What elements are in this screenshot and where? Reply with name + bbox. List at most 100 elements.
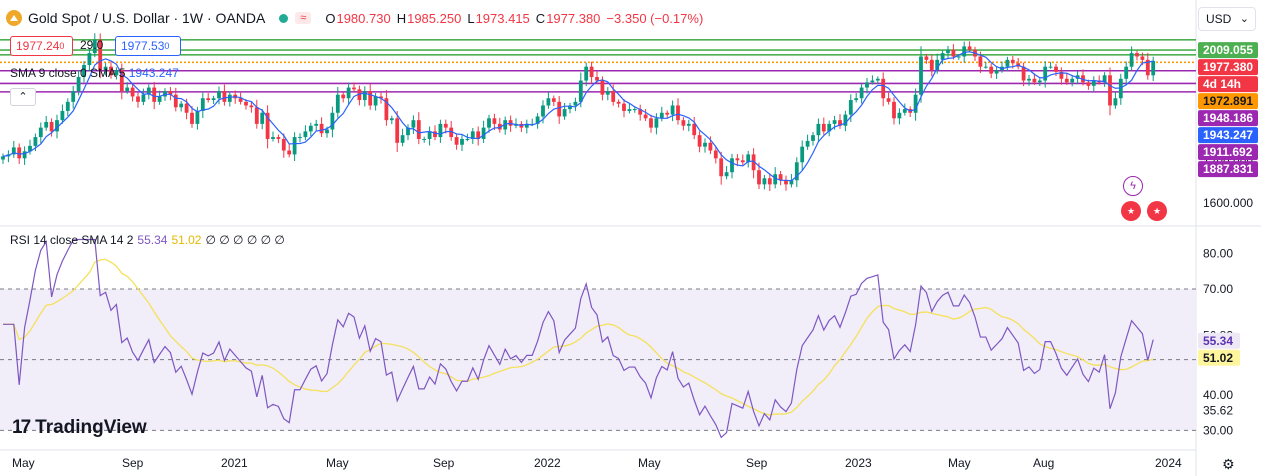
time-tick-label: Sep — [746, 456, 768, 470]
candle-body — [470, 131, 475, 139]
sell-price-button[interactable]: 1977.24 0 — [10, 36, 73, 56]
candle-body — [249, 105, 254, 108]
candle-body — [935, 59, 940, 71]
candle-body — [978, 56, 983, 67]
candle-body — [1054, 66, 1058, 72]
tradingview-logo[interactable]: 17 TradingView — [12, 417, 147, 439]
candle-body — [1010, 59, 1015, 64]
candle-body — [1108, 75, 1112, 106]
candle-body — [55, 120, 59, 132]
candle-body — [1102, 75, 1107, 83]
candle-body — [141, 94, 146, 102]
price-axis-label: 1943.247 — [1203, 128, 1253, 142]
symbol-header: Gold Spot / U.S. Dollar · 1W · OANDA ≈ O… — [6, 8, 709, 28]
candle-body — [389, 118, 394, 121]
candle-body — [465, 138, 470, 140]
candle-body — [827, 123, 832, 132]
high-label: H — [396, 10, 407, 26]
candle-body — [1086, 82, 1091, 86]
rsi-legend-value: 55.34 — [137, 233, 168, 247]
candle-body — [892, 101, 896, 119]
candle-body — [659, 112, 664, 119]
candle-body — [422, 138, 427, 140]
price-axis-label-box — [1198, 42, 1258, 59]
sma-legend[interactable]: SMA 9 close 0 SMA 5 1943.247 — [10, 66, 179, 80]
price-axis-label: 1972.891 — [1203, 94, 1253, 108]
gear-icon[interactable]: ⚙ — [1222, 456, 1235, 472]
candle-body — [886, 98, 891, 102]
candle-body — [800, 146, 805, 163]
symbol-title[interactable]: Gold Spot / U.S. Dollar · 1W · OANDA — [28, 10, 266, 26]
us-flag-icon[interactable]: ★ — [1147, 201, 1167, 221]
candle-body — [1048, 66, 1053, 68]
candle-body — [989, 66, 994, 74]
candle-body — [379, 96, 383, 99]
candle-body — [125, 87, 130, 92]
candle-body — [821, 123, 826, 132]
candle-body — [1032, 78, 1037, 83]
candle-body — [60, 110, 65, 121]
candle-body — [811, 135, 815, 141]
candle-body — [114, 70, 119, 76]
candle-body — [38, 127, 43, 138]
candle-body — [244, 101, 248, 106]
close-value: 1977.380 — [546, 10, 601, 26]
candle-body — [109, 66, 113, 76]
candle-body — [65, 101, 70, 111]
candle-body — [919, 56, 923, 95]
candle-body — [649, 118, 653, 128]
rsi-tick-label: 70.00 — [1203, 282, 1233, 296]
candle-body — [697, 135, 702, 147]
candle-body — [271, 137, 275, 139]
candle-body — [751, 154, 756, 171]
candle-body — [82, 64, 86, 78]
candle-body — [627, 109, 632, 111]
candle-body — [924, 56, 929, 60]
candle-body — [681, 120, 686, 126]
candle-body — [260, 112, 265, 124]
bolt-icon[interactable]: ϟ — [1123, 176, 1143, 196]
candle-body — [200, 98, 205, 111]
candle-body — [460, 138, 464, 145]
open-value: 1980.730 — [336, 10, 391, 26]
candle-body — [929, 59, 934, 71]
candle-body — [940, 53, 945, 60]
collapse-legend-button[interactable]: ⌃ — [10, 88, 36, 106]
candle-body — [724, 172, 729, 177]
candle-body — [33, 137, 38, 146]
candle-body — [416, 120, 421, 139]
rsi-legend[interactable]: RSI 14 close SMA 14 2 55.34 51.02 ∅ ∅ ∅ ∅ ∅… — [10, 233, 285, 247]
candle-body — [341, 94, 346, 99]
candle-body — [1091, 80, 1096, 86]
candle-body — [589, 66, 594, 78]
currency-select[interactable]: USD ⌄ — [1198, 7, 1256, 31]
gold-logo-icon — [6, 10, 22, 26]
candle-body — [22, 151, 27, 159]
candle-body — [773, 174, 778, 185]
low-label: L — [467, 10, 475, 26]
us-flag-icon[interactable]: ★ — [1121, 201, 1141, 221]
candle-body — [535, 116, 540, 124]
candle-body — [1064, 78, 1069, 83]
candle-body — [303, 131, 308, 138]
time-tick-label: Sep — [433, 456, 455, 470]
ask-digit: 0 — [164, 41, 170, 51]
rsi-axis-label-box — [1198, 332, 1240, 349]
sma-legend-label: SMA 9 close 0 SMA 5 — [10, 66, 126, 80]
price-axis-label-box — [1198, 59, 1258, 76]
candle-body — [319, 123, 324, 134]
time-tick-label: May — [12, 456, 35, 470]
data-mode-icon[interactable]: ≈ — [295, 12, 312, 24]
candle-body — [854, 98, 859, 101]
time-tick-label: 2024 — [1155, 456, 1182, 470]
tradingview-name: TradingView — [35, 417, 147, 438]
candle-body — [951, 49, 956, 57]
candle-body — [611, 91, 616, 102]
buy-price-button[interactable]: 1977.53 0 — [115, 36, 181, 56]
tradingview-mark-icon: 17 — [12, 417, 31, 438]
market-status-icon — [279, 13, 289, 23]
candle-body — [497, 123, 502, 130]
candle-body — [325, 129, 329, 134]
candle-body — [784, 180, 788, 185]
